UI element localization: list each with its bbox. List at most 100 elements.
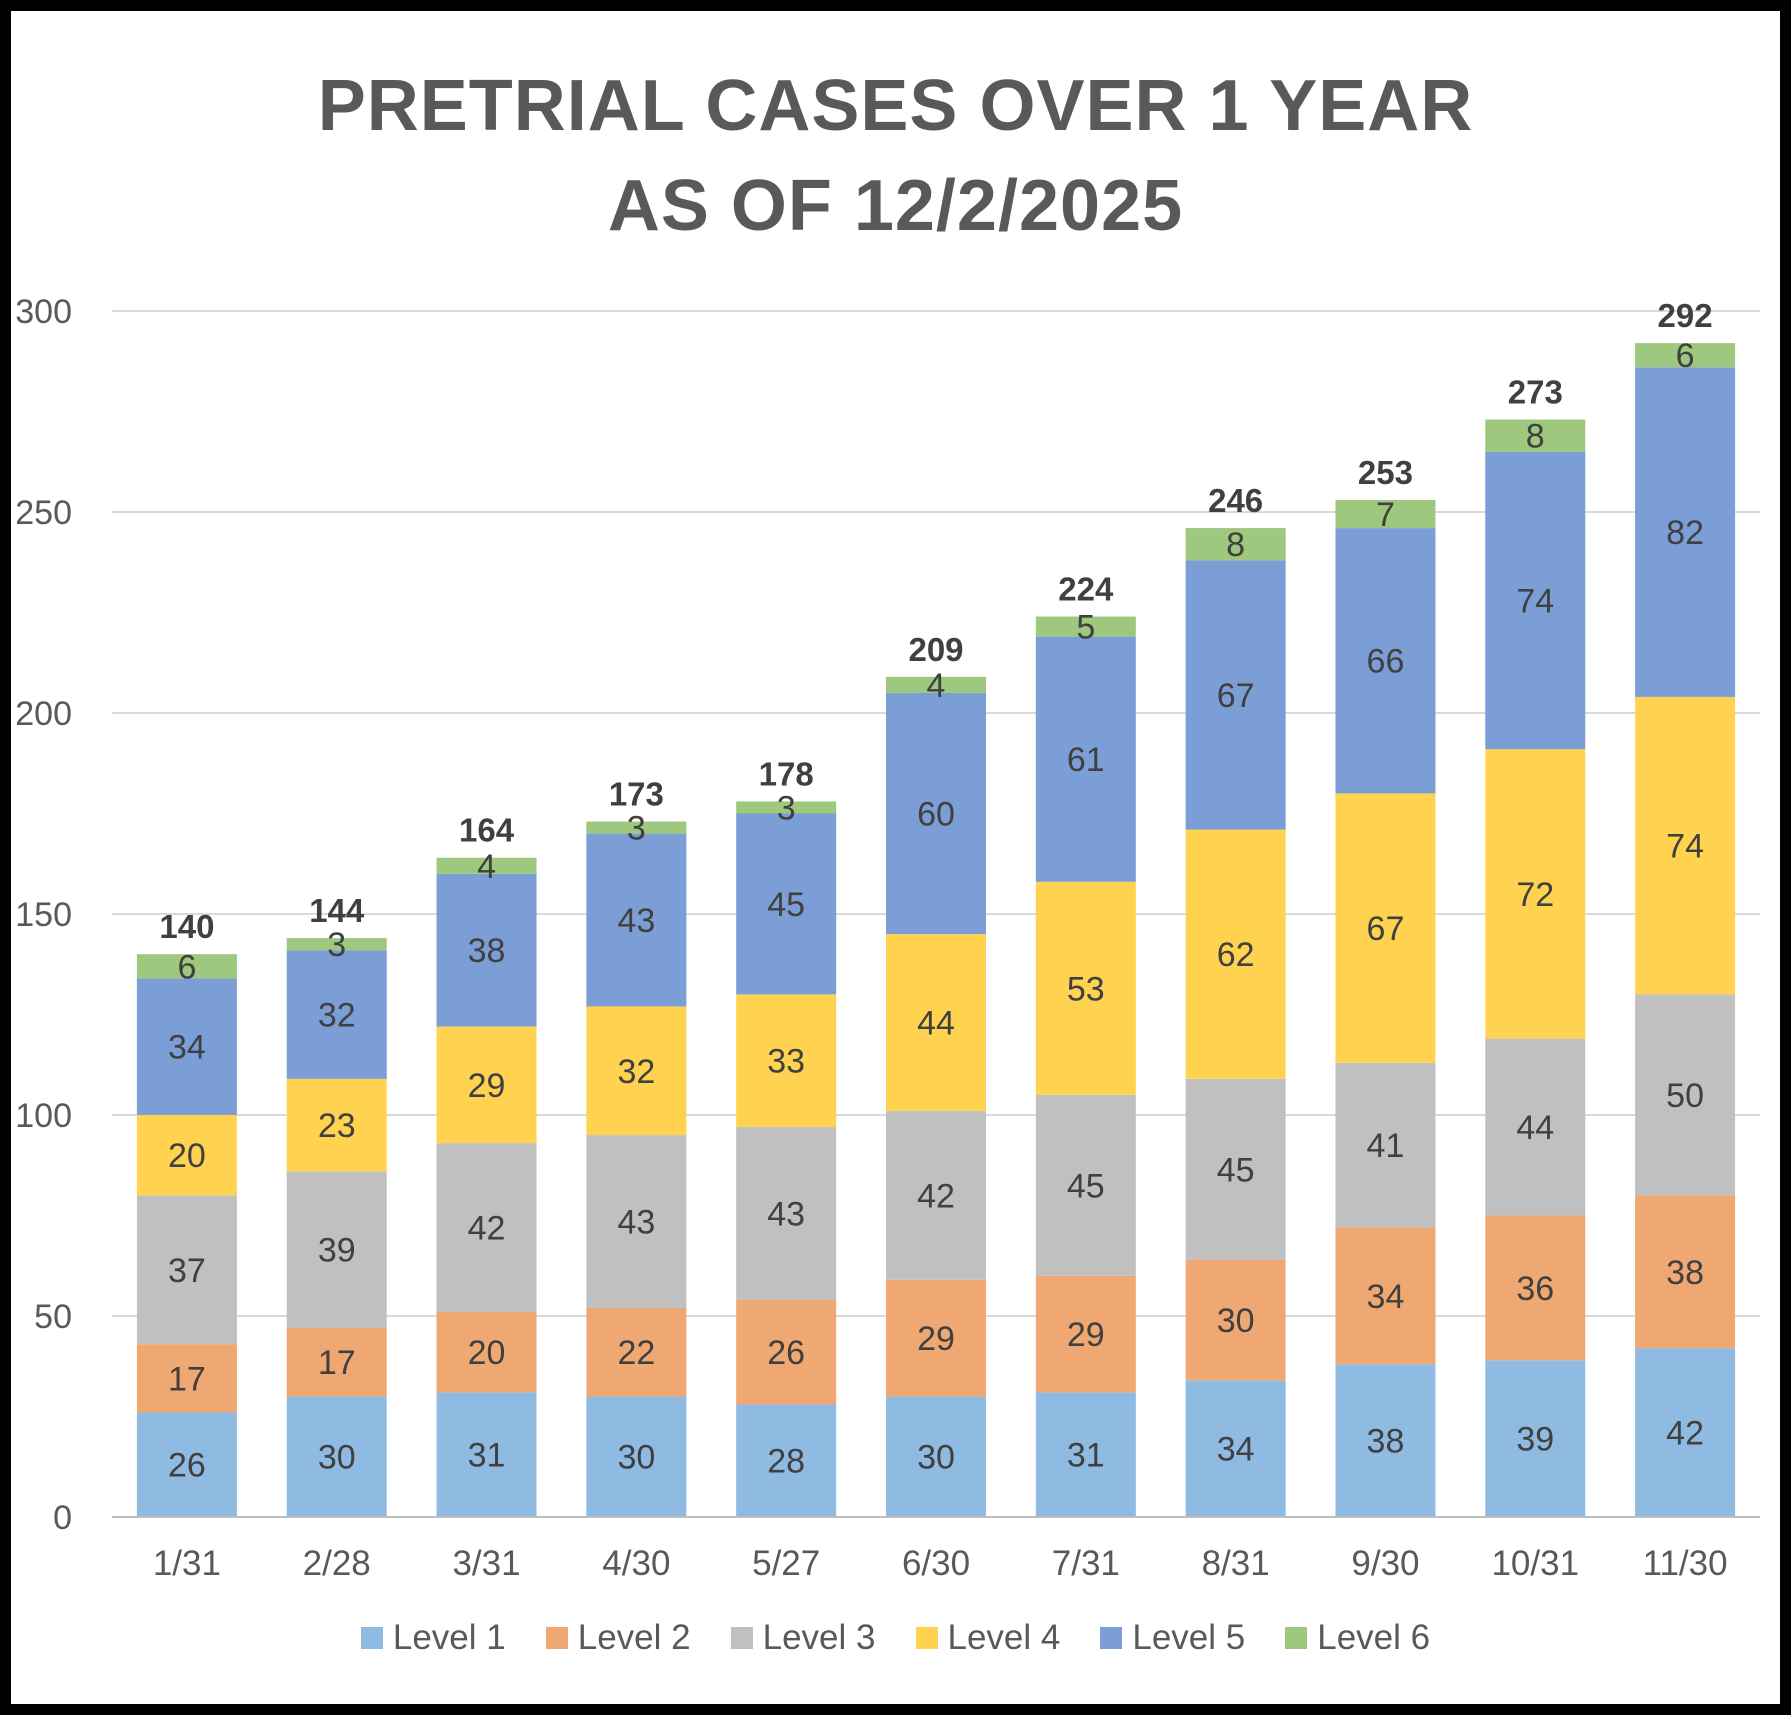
bar-segment: [736, 1404, 837, 1517]
bar-segment: [1035, 881, 1136, 1095]
bar-segment: [1185, 528, 1286, 561]
bar-segment: [436, 873, 537, 1027]
segment-value-label: 38: [468, 932, 506, 970]
y-tick-label: 250: [15, 494, 72, 532]
bar-segment: [136, 978, 237, 1115]
x-tick-label: 7/31: [1052, 1544, 1120, 1583]
segment-value-label: 45: [767, 886, 805, 924]
segment-value-label: 30: [1217, 1302, 1255, 1340]
bar-segment: [136, 1195, 237, 1345]
bar-segment: [1035, 616, 1136, 637]
x-tick-label: 4/30: [602, 1544, 670, 1583]
segment-value-label: 17: [318, 1344, 356, 1382]
bar-segment: [1485, 749, 1586, 1039]
bar-segment: [136, 1344, 237, 1413]
y-tick-label: 0: [53, 1499, 72, 1537]
segment-value-label: 20: [168, 1137, 206, 1175]
segment-value-label: 53: [1067, 970, 1105, 1008]
bar-segment: [286, 1078, 387, 1172]
bar-segment: [586, 1307, 687, 1397]
bar-segment: [1335, 528, 1436, 794]
segment-value-label: 66: [1367, 643, 1405, 681]
segment-value-label: 3: [627, 810, 646, 848]
total-label: 273: [1508, 374, 1563, 411]
legend-item: Level 5: [1100, 1618, 1245, 1658]
bar-segment: [586, 821, 687, 834]
segment-value-label: 74: [1666, 828, 1704, 866]
legend-label: Level 3: [762, 1618, 876, 1657]
bar-segment: [736, 994, 837, 1128]
bar-segment: [1035, 636, 1136, 882]
bar-segment: [736, 1127, 837, 1300]
bar-segment: [886, 1279, 986, 1397]
bar-segment: [436, 1392, 537, 1517]
segment-value-label: 30: [917, 1439, 955, 1477]
segment-value-label: 42: [1666, 1415, 1704, 1453]
bar-segment: [1185, 1078, 1286, 1260]
bar-segment: [586, 1135, 687, 1308]
y-tick-label: 150: [15, 896, 72, 934]
bar-segment: [1335, 1062, 1436, 1228]
total-label: 292: [1658, 297, 1713, 334]
total-label: 164: [459, 812, 515, 849]
chart-title: PRETRIAL CASES OVER 1 YEAR AS OF 12/2/20…: [0, 56, 1791, 256]
segment-value-label: 34: [1217, 1431, 1255, 1469]
segment-value-label: 3: [777, 789, 796, 827]
legend-item: Level 2: [545, 1618, 691, 1658]
y-tick-label: 200: [15, 695, 72, 733]
bar-segment: [286, 1396, 387, 1517]
segment-value-label: 33: [767, 1043, 805, 1081]
x-tick-label: 5/27: [752, 1544, 820, 1583]
total-label: 173: [609, 776, 664, 813]
segment-value-label: 29: [917, 1320, 955, 1358]
bar-segment: [1635, 696, 1736, 995]
bar-segment: [1485, 1215, 1586, 1361]
chart-title-line-1: PRETRIAL CASES OVER 1 YEAR: [317, 66, 1474, 146]
segment-value-label: 43: [767, 1195, 805, 1233]
segment-value-label: 29: [468, 1067, 506, 1105]
segment-value-label: 37: [168, 1252, 206, 1290]
segment-value-label: 45: [1067, 1167, 1105, 1205]
bar-segment: [1335, 1364, 1436, 1517]
bar-segment: [886, 1110, 986, 1280]
x-tick-label: 6/30: [902, 1544, 970, 1583]
bar-segment: [1035, 1275, 1136, 1393]
chart-legend: Level 1 Level 2 Level 3 Level 4 Level 5 Level…: [0, 1618, 1791, 1658]
segment-value-label: 36: [1516, 1270, 1554, 1308]
segment-value-label: 38: [1367, 1423, 1405, 1461]
bar-segment: [736, 1299, 837, 1405]
bar-segment: [886, 676, 986, 693]
legend-swatch: [730, 1627, 753, 1649]
legend-item: Level 1: [360, 1618, 506, 1658]
bar-segment: [436, 1311, 537, 1393]
bar-segment: [1035, 1094, 1136, 1276]
bar-segments: [136, 343, 1736, 1517]
x-tick-label: 9/30: [1351, 1544, 1419, 1583]
bar-segment: [736, 801, 837, 814]
segment-value-label: 34: [1367, 1278, 1405, 1316]
segment-value-label: 62: [1217, 936, 1255, 974]
bar-segment: [1635, 343, 1736, 368]
segment-value-label: 7: [1376, 496, 1395, 534]
segment-value-label: 31: [1067, 1437, 1105, 1475]
x-tick-label: 8/31: [1202, 1544, 1270, 1583]
segment-value-label: 29: [1067, 1316, 1105, 1354]
segment-value-label: 4: [927, 667, 946, 705]
segment-value-label: 32: [617, 1053, 655, 1091]
bar-segment: [886, 934, 986, 1111]
total-label: 209: [908, 631, 963, 668]
bar-segment: [136, 1115, 237, 1196]
y-tick-label: 300: [15, 293, 72, 331]
segment-value-label: 30: [318, 1439, 356, 1477]
legend-label: Level 1: [392, 1618, 506, 1657]
bar-segment: [136, 1412, 237, 1517]
legend-label: Level 2: [577, 1618, 691, 1657]
segment-value-label: 5: [1076, 609, 1095, 647]
bar-segment: [736, 813, 837, 995]
y-tick-label: 50: [34, 1298, 72, 1336]
segment-value-label: 43: [617, 1204, 655, 1242]
bar-segment: [286, 950, 387, 1079]
segment-value-label: 26: [168, 1447, 206, 1485]
legend-swatch: [915, 1627, 938, 1649]
